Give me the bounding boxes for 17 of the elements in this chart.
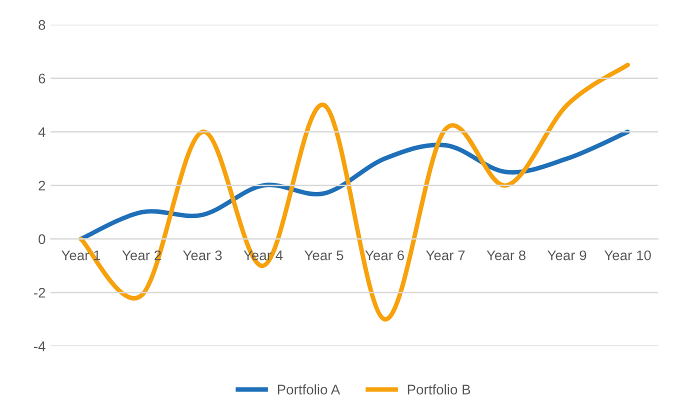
x-tick-label: Year 7 bbox=[426, 250, 465, 260]
x-tick-label: Year 5 bbox=[304, 250, 344, 260]
x-tick-label: Year 10 bbox=[604, 250, 651, 260]
legend-label: Portfolio B bbox=[408, 384, 470, 394]
x-tick-label: Year 9 bbox=[547, 250, 586, 260]
y-tick-label: 2 bbox=[38, 180, 46, 190]
x-tick-label: Year 3 bbox=[182, 250, 222, 260]
y-tick-label: -2 bbox=[34, 288, 46, 298]
y-tick-label: 8 bbox=[38, 20, 46, 30]
legend-label: Portfolio A bbox=[278, 384, 340, 394]
y-tick-label: 6 bbox=[38, 74, 46, 84]
x-tick-label: Year 6 bbox=[365, 250, 404, 260]
y-tick-label: 4 bbox=[38, 127, 46, 137]
y-tick-label: 0 bbox=[38, 234, 46, 244]
x-tick-label: Year 8 bbox=[486, 250, 526, 260]
line-series bbox=[78, 130, 630, 242]
y-tick-label: -4 bbox=[34, 342, 46, 352]
